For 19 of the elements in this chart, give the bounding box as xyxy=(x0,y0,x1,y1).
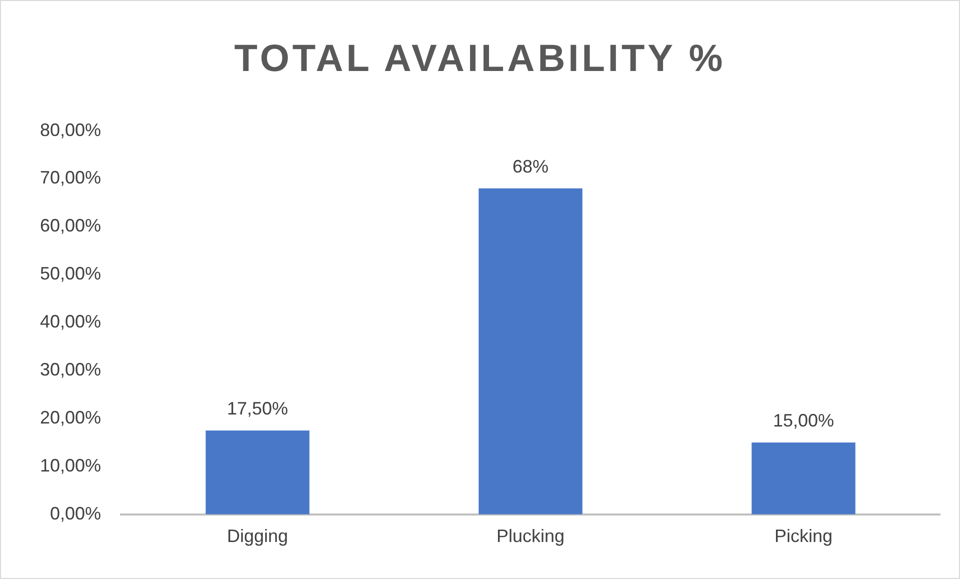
y-tick-label: 40,00% xyxy=(40,312,102,332)
bar xyxy=(478,188,582,514)
y-tick-label: 10,00% xyxy=(40,455,102,476)
y-tick-label: 30,00% xyxy=(40,360,102,380)
x-tick-label: Picking xyxy=(774,526,833,546)
y-tick-label: 20,00% xyxy=(40,407,102,428)
y-tick-label: 70,00% xyxy=(40,168,102,188)
data-label: 15,00% xyxy=(772,410,834,430)
y-tick-label: 0,00% xyxy=(50,503,102,524)
data-label: 17,50% xyxy=(227,398,288,418)
data-label: 68% xyxy=(512,156,549,176)
x-tick-label: Plucking xyxy=(496,526,565,546)
bar xyxy=(752,442,856,514)
chart-title: TOTAL AVAILABILITY % xyxy=(233,38,727,81)
y-tick-label: 50,00% xyxy=(40,264,102,284)
bar xyxy=(206,430,310,514)
x-tick-label: Digging xyxy=(227,526,288,546)
y-tick-label: 80,00% xyxy=(40,120,102,140)
y-tick-label: 60,00% xyxy=(40,216,102,236)
